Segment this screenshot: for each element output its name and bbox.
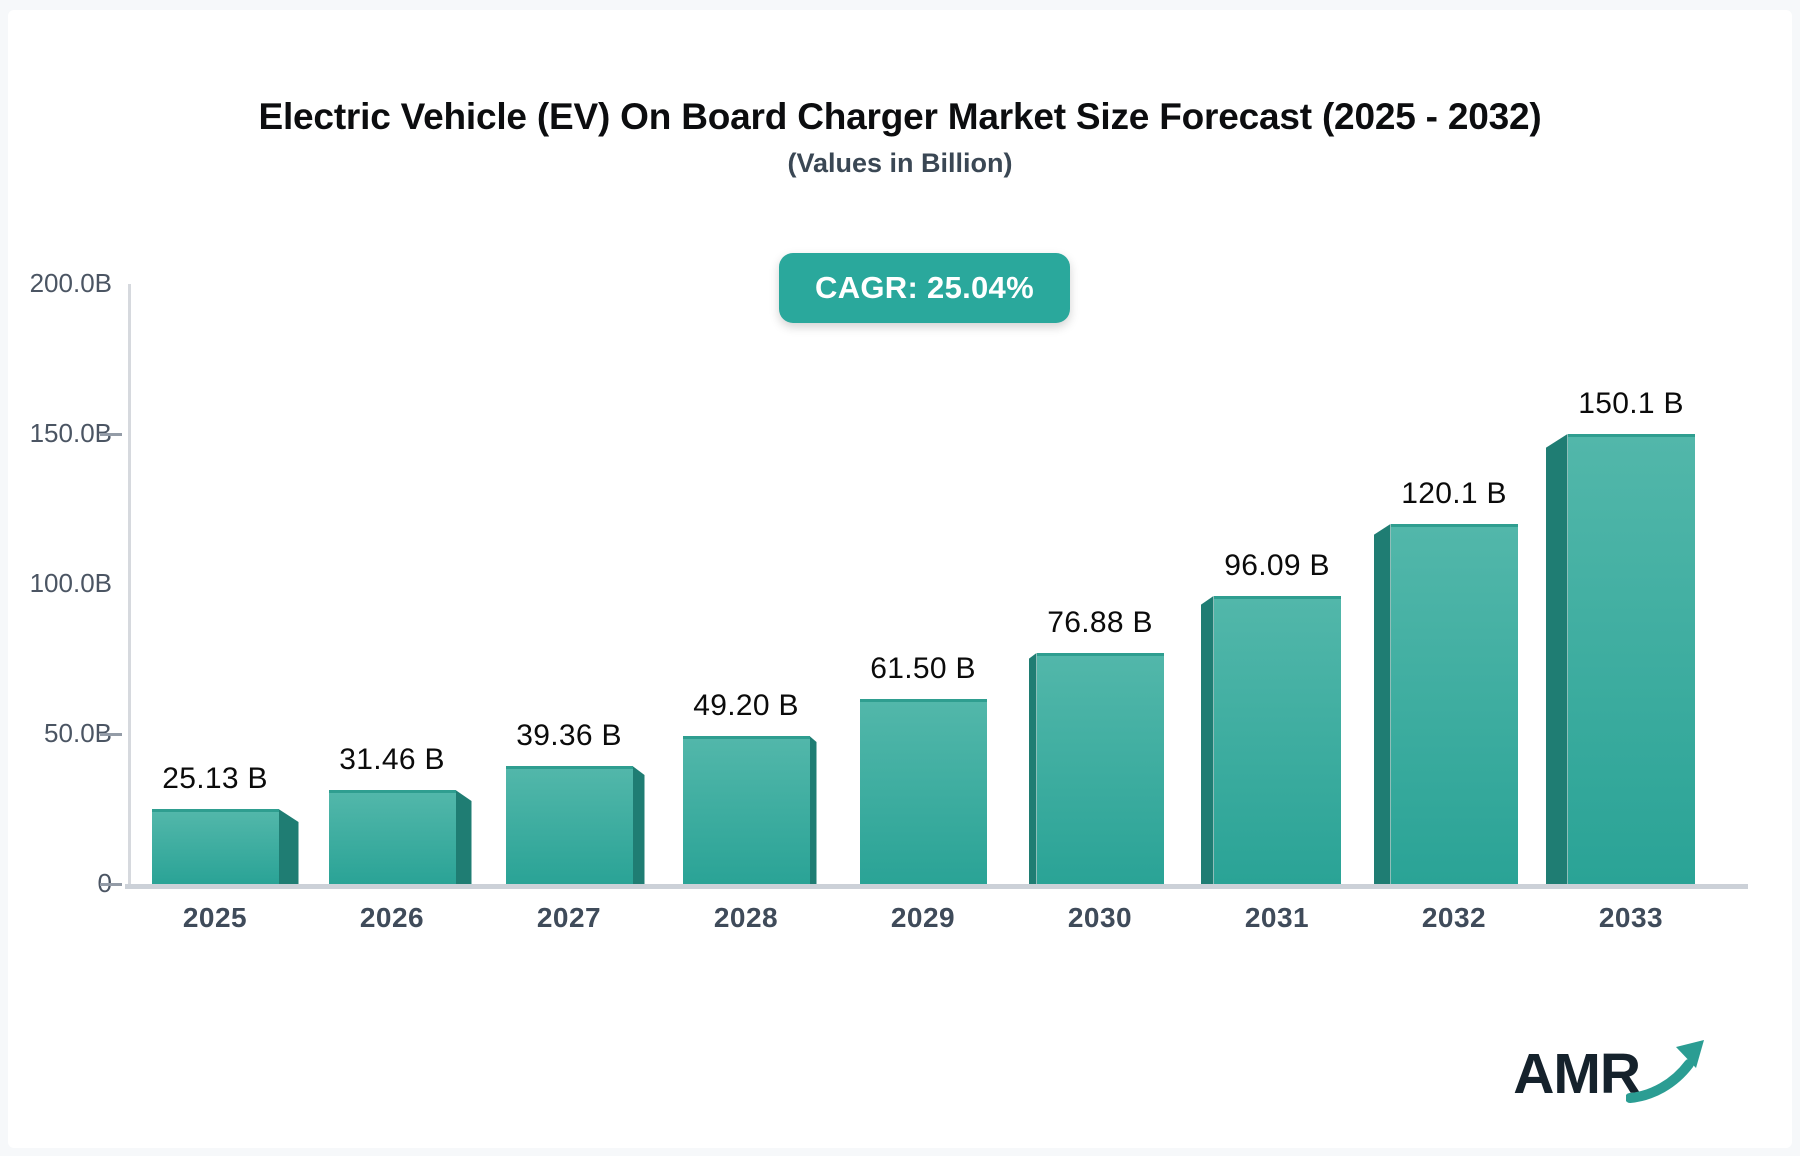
cagr-badge-label: CAGR: 25.04% [815, 270, 1034, 305]
x-axis-label: 2030 [1067, 902, 1133, 933]
bar-value-label: 76.88 B [1047, 606, 1153, 639]
x-axis-label: 2025 [182, 902, 248, 933]
bar-2027 [505, 766, 633, 884]
x-axis-label: 2033 [1598, 902, 1664, 933]
x-axis-label: 2026 [359, 902, 425, 933]
x-axis-label: 2029 [890, 902, 956, 933]
bar-value-label: 61.50 B [870, 652, 976, 685]
bar-side-3d [809, 736, 817, 884]
bar-value-label: 96.09 B [1224, 549, 1330, 582]
amr-logo: AMR [1513, 1040, 1708, 1106]
bar-side-3d [632, 766, 645, 884]
bar-value-label: 120.1 B [1401, 477, 1507, 510]
x-axis-label: 2028 [713, 902, 779, 933]
growth-arrow-icon [1626, 1040, 1704, 1103]
bar-2031 [1213, 596, 1341, 884]
bar-value-label: 49.20 B [693, 689, 799, 722]
bar-2032 [1390, 524, 1518, 884]
y-axis-label: 200.0B [29, 268, 112, 298]
y-axis-label: 150.0B [29, 418, 112, 448]
bar-side-3d [1545, 434, 1568, 884]
bar-value-label: 150.1 B [1578, 387, 1684, 420]
y-axis-tick [100, 733, 122, 736]
bar-value-label: 31.46 B [339, 743, 445, 776]
bar-2025 [151, 809, 279, 884]
bar-2029 [859, 699, 987, 884]
y-axis-tick [100, 883, 122, 886]
bar-side-3d [1373, 524, 1391, 884]
x-axis-label: 2027 [536, 902, 602, 933]
cagr-badge: CAGR: 25.04% [779, 253, 1070, 323]
x-axis-label: 2032 [1421, 902, 1487, 933]
x-axis-label: 2031 [1244, 902, 1310, 933]
y-axis-label: 0 [12, 868, 112, 899]
bar-2033 [1567, 434, 1695, 884]
bar-2028 [682, 736, 810, 884]
bar-side-3d [455, 790, 472, 884]
bar-side-3d [278, 809, 299, 884]
bar-2030 [1036, 653, 1164, 884]
bar-value-label: 25.13 B [162, 762, 268, 795]
y-axis-tick [100, 433, 122, 436]
bar-side-3d [1028, 653, 1037, 884]
y-axis-line [128, 284, 131, 885]
bar-side-3d [1200, 596, 1214, 884]
bar-2026 [328, 790, 456, 884]
y-axis-label: 100.0B [29, 568, 112, 598]
x-axis-baseline [125, 884, 1748, 889]
amr-logo-text: AMR [1513, 1042, 1641, 1106]
y-axis-label: 50.0B [44, 718, 112, 748]
chart-title: Electric Vehicle (EV) On Board Charger M… [258, 96, 1542, 137]
chart-subtitle: (Values in Billion) [787, 148, 1013, 178]
bar-value-label: 39.36 B [516, 719, 622, 752]
